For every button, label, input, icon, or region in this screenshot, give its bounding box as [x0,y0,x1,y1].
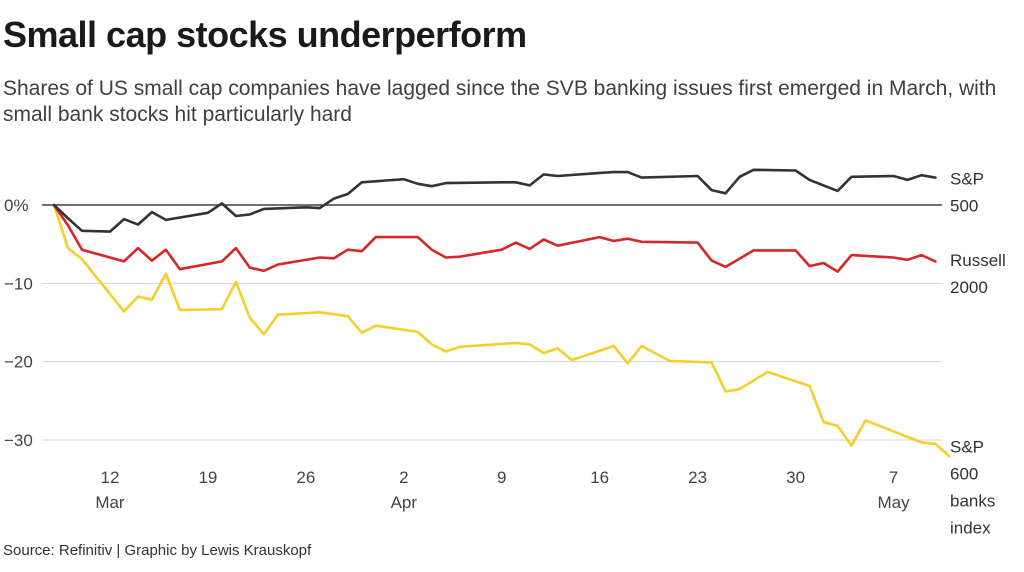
x-tick-label: 19 [198,468,217,487]
series-line-s-p-500 [52,168,937,233]
source-note: Source: Refinitiv | Graphic by Lewis Kra… [3,542,312,559]
y-tick-label: −20 [4,353,33,372]
series-line-s-p-600-banks-index [52,203,951,458]
x-axis-ticks: 12 19 26 2 9 16 23 30 7 [101,468,899,487]
x-month-label: Mar [95,493,125,512]
x-axis-months: Mar Apr May [95,493,910,512]
x-tick-label: 2 [399,468,408,487]
series-label-russell-2000: Russell 2000 [950,251,1006,297]
y-tick-label: 0% [4,196,29,215]
y-tick-label: −10 [4,274,33,293]
series-labels: S&P 500 Russell 2000 S&P 600 banks index [950,170,1006,538]
x-tick-label: 9 [497,468,506,487]
y-tick-label: −30 [4,431,33,450]
series-line-russell-2000 [52,203,937,273]
y-axis-labels: 0% −10 −20 −30 [4,196,33,450]
chart-subtitle: Shares of US small cap companies have la… [3,77,997,126]
x-tick-label: 7 [889,468,898,487]
x-month-label: May [877,493,910,512]
gridlines [42,204,942,441]
series-label-s-p-600-banks-index: S&P 600 banks index [950,438,995,538]
series-lines [52,168,951,458]
x-tick-label: 30 [786,468,805,487]
x-tick-label: 16 [590,468,609,487]
x-tick-label: 12 [101,468,120,487]
series-label-s-p-500: S&P 500 [950,170,984,216]
x-month-label: Apr [391,493,418,512]
x-tick-label: 23 [688,468,707,487]
chart-title: Small cap stocks underperform [3,14,527,55]
x-tick-label: 26 [296,468,315,487]
